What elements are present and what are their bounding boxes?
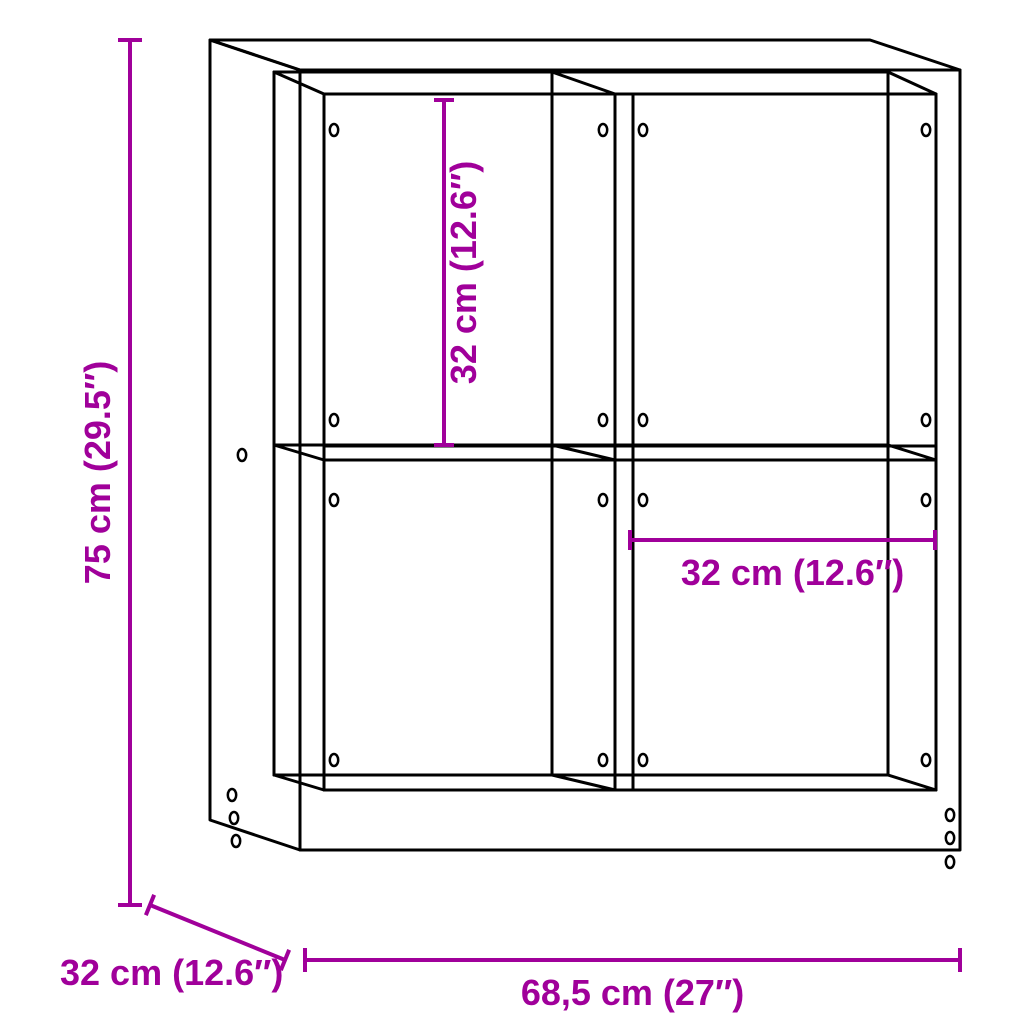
svg-text:68,5 cm (27″): 68,5 cm (27″) [521, 972, 744, 1013]
svg-text:32 cm (12.6″): 32 cm (12.6″) [443, 161, 484, 384]
svg-text:32 cm (12.6″): 32 cm (12.6″) [60, 952, 283, 993]
svg-text:32 cm (12.6″): 32 cm (12.6″) [681, 552, 904, 593]
svg-text:75 cm (29.5″): 75 cm (29.5″) [77, 361, 118, 584]
